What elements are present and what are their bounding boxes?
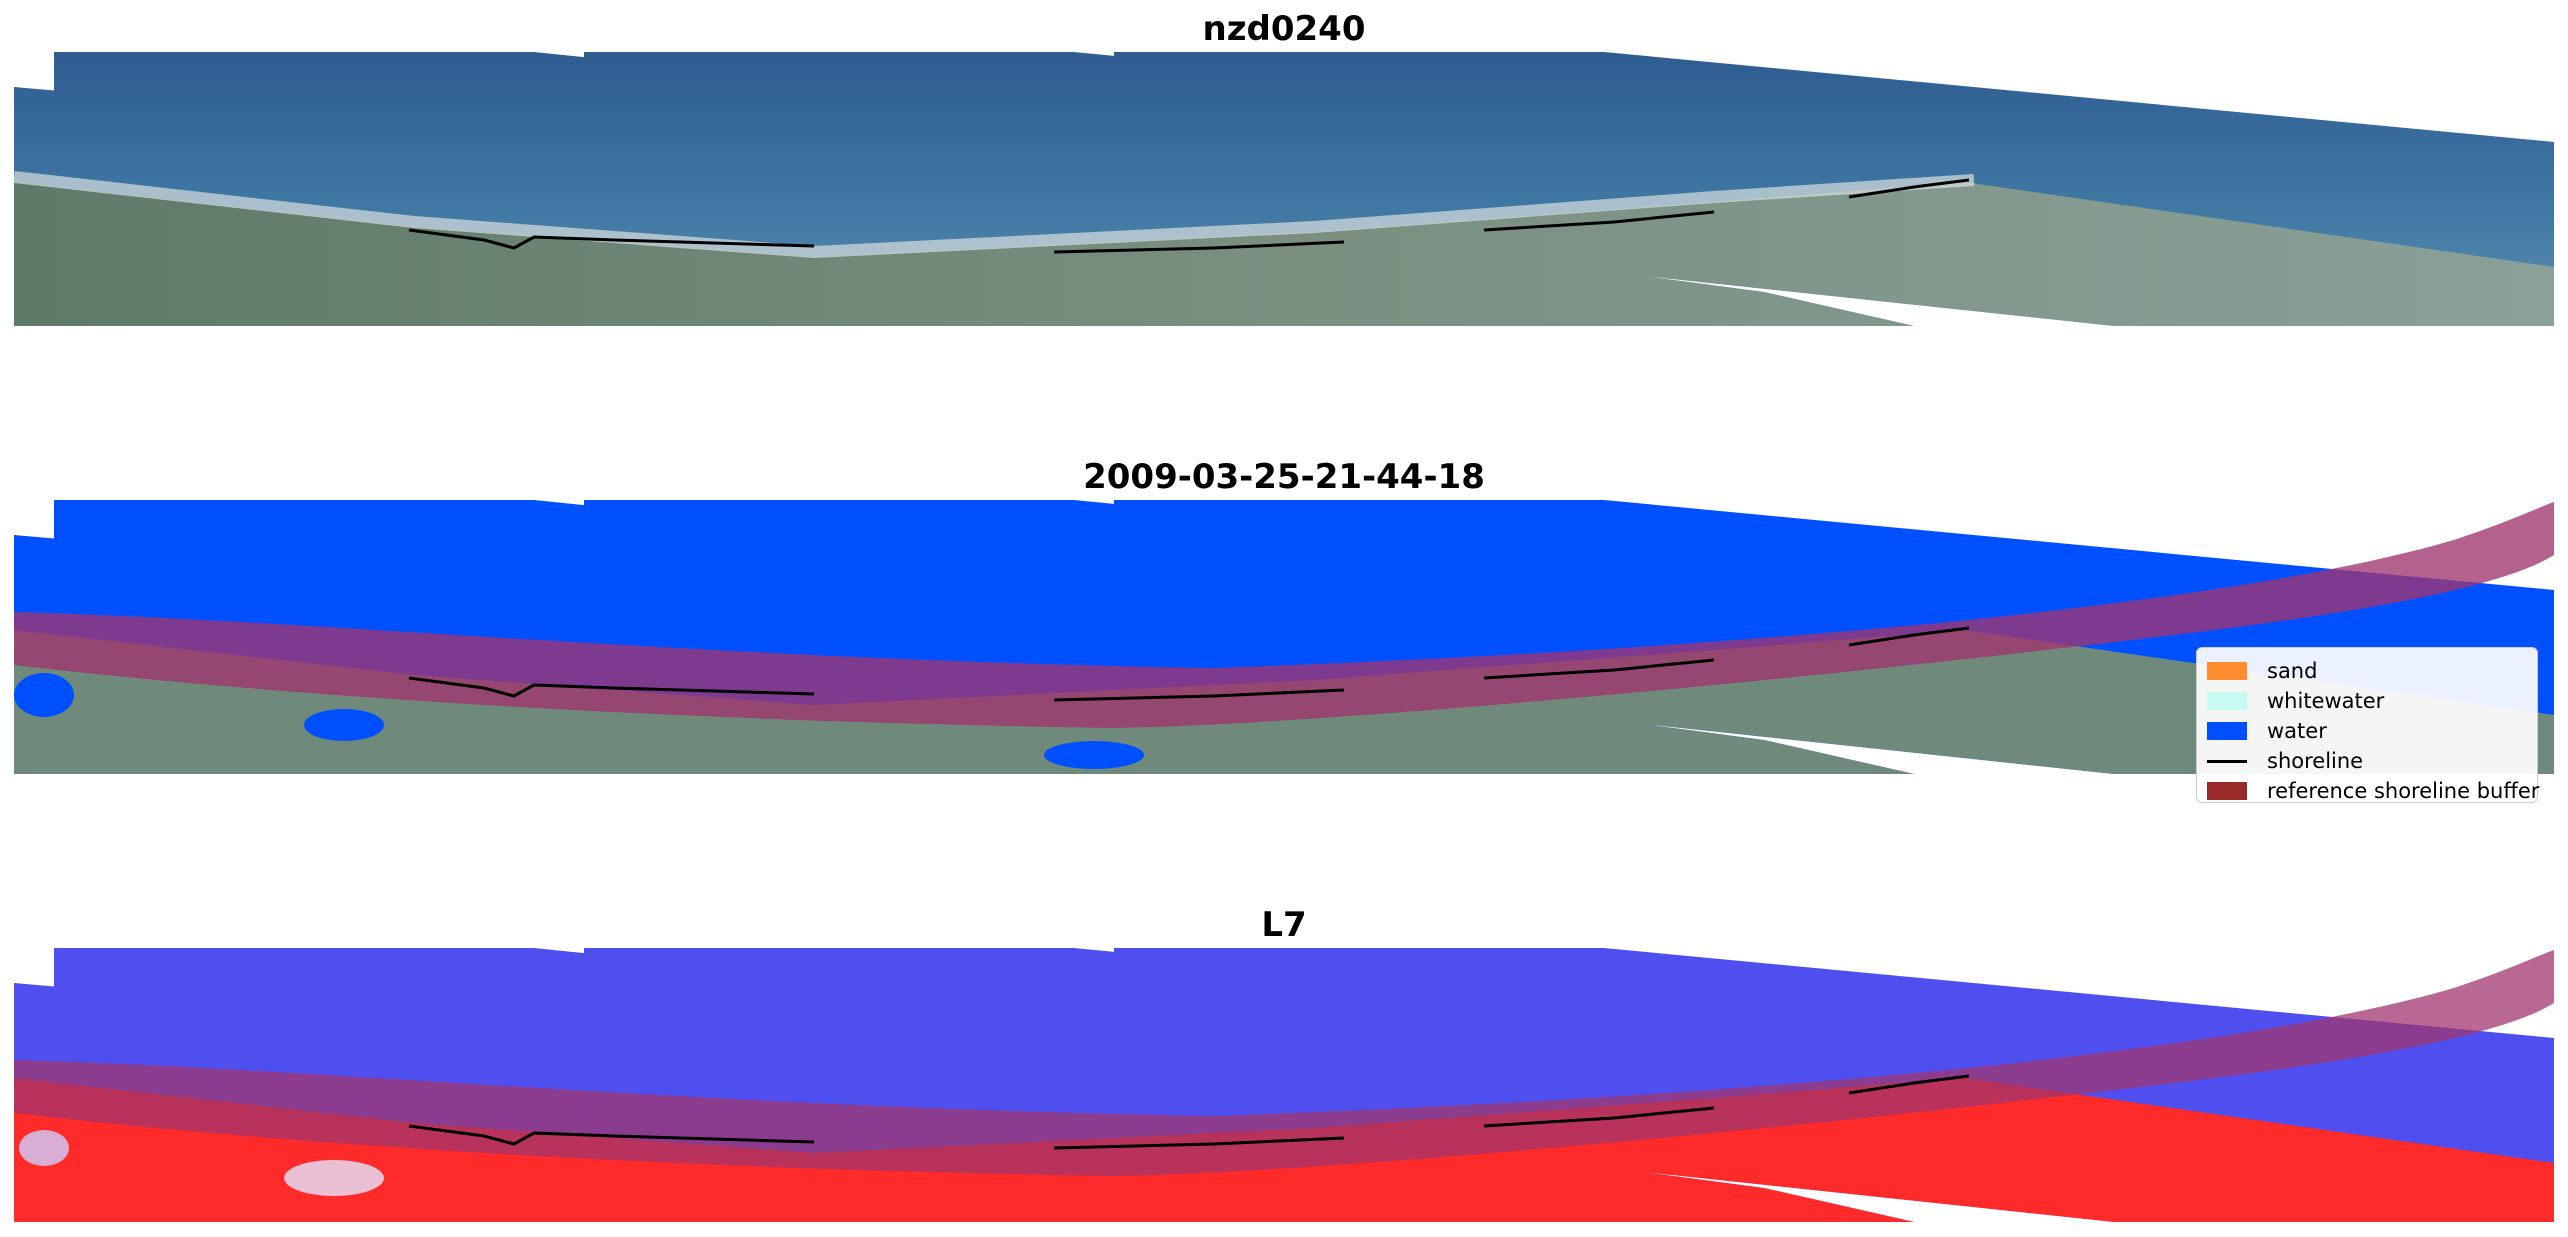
legend-item-sand: sand xyxy=(2207,656,2527,686)
panel-title-3: L7 xyxy=(1261,905,1307,945)
reference-shoreline-buffer xyxy=(14,502,2554,728)
legend-label-water: water xyxy=(2267,719,2327,743)
rgb-image-panel xyxy=(14,52,2554,326)
reference-shoreline-buffer-3 xyxy=(14,950,2554,1176)
shoreline-line-icon xyxy=(2207,759,2247,763)
classified-image-panel xyxy=(14,500,2554,774)
legend-item-shoreline: shoreline xyxy=(2207,746,2527,776)
buffer-swatch xyxy=(2207,782,2247,800)
legend-label-sand: sand xyxy=(2267,659,2318,683)
sand-swatch xyxy=(2207,662,2247,680)
legend: sand whitewater water shoreline referenc… xyxy=(2196,647,2539,806)
legend-item-whitewater: whitewater xyxy=(2207,686,2527,716)
panel-title-1: nzd0240 xyxy=(1202,9,1366,49)
legend-label-whitewater: whitewater xyxy=(2267,689,2385,713)
shoreline-segments-2 xyxy=(408,626,1970,702)
legend-item-buffer: reference shoreline buffer xyxy=(2207,776,2539,806)
legend-item-water: water xyxy=(2207,716,2527,746)
index-image-panel xyxy=(14,948,2554,1222)
shoreline-segments xyxy=(408,178,1970,254)
legend-label-shoreline: shoreline xyxy=(2267,749,2364,773)
shoreline-segments-3 xyxy=(408,1074,1970,1150)
water-swatch xyxy=(2207,722,2247,740)
whitewater-swatch xyxy=(2207,692,2247,710)
legend-label-buffer: reference shoreline buffer xyxy=(2267,779,2540,803)
panel-title-2: 2009-03-25-21-44-18 xyxy=(1083,457,1485,497)
